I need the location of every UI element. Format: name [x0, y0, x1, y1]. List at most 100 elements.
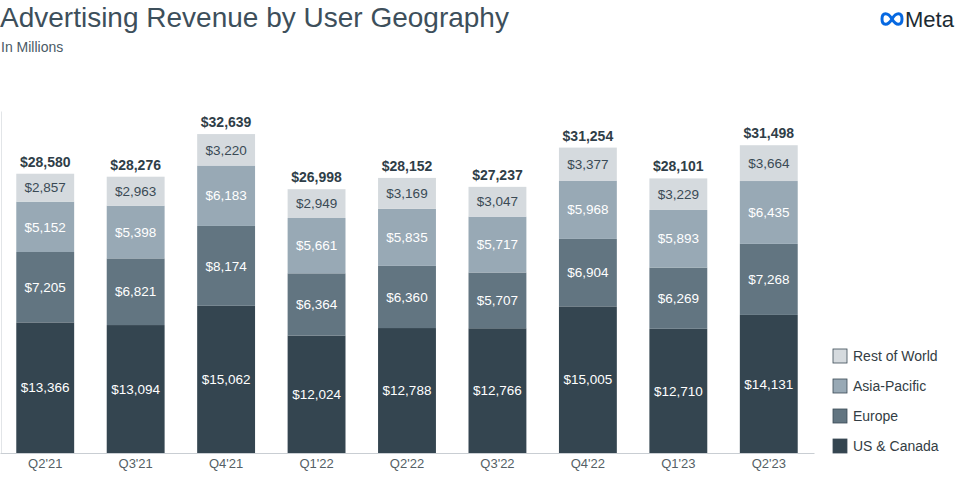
bar-segment: [107, 206, 165, 259]
total-label: $28,276: [110, 157, 161, 173]
data-label: $6,360: [386, 290, 427, 305]
data-label: $5,152: [25, 220, 66, 235]
bar-segment: [559, 148, 617, 181]
x-tick: Q2'21: [28, 453, 62, 471]
total-label: $31,254: [563, 128, 614, 144]
data-label: $5,717: [477, 237, 518, 252]
x-tick-label: Q2'23: [752, 456, 786, 471]
x-axis-line: [1, 453, 815, 454]
legend-swatch: [833, 349, 847, 363]
x-tick: Q2'23: [752, 453, 786, 471]
logo-icon: [882, 14, 902, 25]
data-label: $2,949: [296, 196, 337, 211]
data-label: $7,205: [25, 280, 66, 295]
bar-segment: [378, 266, 436, 328]
legend-swatch: [833, 379, 847, 393]
data-label: $12,710: [654, 384, 703, 399]
total-label: $28,152: [382, 158, 433, 174]
bar-segment: [469, 187, 527, 217]
legend-label: Asia-Pacific: [853, 378, 926, 394]
y-axis-line: [1, 112, 2, 454]
series-3: [16, 134, 797, 218]
bar-segment: [107, 325, 165, 453]
total-label: $26,998: [291, 169, 342, 185]
data-label: $6,183: [205, 188, 246, 203]
legend-swatch: [833, 439, 847, 453]
x-tick-label: Q4'21: [209, 456, 243, 471]
data-label: $13,094: [111, 382, 160, 397]
data-label: $6,435: [748, 205, 789, 220]
y-axis: [1, 112, 2, 454]
data-label: $5,893: [658, 231, 699, 246]
legend-label: Rest of World: [853, 348, 938, 364]
data-label: $5,398: [115, 225, 156, 240]
bar-segment: [740, 145, 798, 181]
x-tick-label: Q2'22: [390, 456, 424, 471]
total-labels: $28,580 $28,276 $32,639 $26,998 $28,152 $27,2…: [20, 114, 794, 185]
data-label: $12,788: [383, 383, 432, 398]
x-tick: Q3'21: [119, 453, 153, 471]
x-tick: Q1'23: [661, 453, 695, 471]
bar-segment: [16, 322, 74, 453]
bar-segment: [559, 306, 617, 453]
bar-segment: [559, 181, 617, 239]
bar-segment: [16, 174, 74, 202]
data-label: $2,857: [25, 180, 66, 195]
series-2: [16, 166, 797, 274]
x-tick-label: Q4'22: [571, 456, 605, 471]
bar-segment: [16, 252, 74, 322]
bar-segment: [559, 239, 617, 306]
data-label: $15,005: [563, 372, 612, 387]
data-label: $5,661: [296, 238, 337, 253]
bar-segment: [740, 181, 798, 244]
bar-segment: [197, 166, 255, 226]
bar-segment: [288, 273, 346, 335]
bar-segment: [378, 328, 436, 453]
legend-label: Europe: [853, 408, 898, 424]
bar-segment: [16, 202, 74, 252]
bar-segment: [288, 336, 346, 453]
bar-segment: [740, 244, 798, 315]
bar-segment: [107, 258, 165, 325]
data-label: $6,904: [567, 265, 609, 280]
data-label: $8,174: [205, 259, 247, 274]
bar-segment: [649, 210, 707, 268]
data-label: $7,268: [748, 272, 789, 287]
bar-segment: [197, 134, 255, 165]
logo: Meta: [882, 7, 955, 32]
data-label: $3,169: [386, 186, 427, 201]
total-label: $27,237: [472, 167, 523, 183]
bar-segment: [378, 209, 436, 266]
data-label: $3,220: [205, 143, 246, 158]
x-tick-label: Q2'21: [28, 456, 62, 471]
bar-segment: [197, 226, 255, 306]
bar-segment: [469, 272, 527, 328]
data-label: $3,664: [748, 156, 790, 171]
data-label: $6,821: [115, 284, 156, 299]
legend: US & Canada Europe Asia-Pacific Rest of Wor…: [833, 348, 939, 454]
x-tick-label: Q3'22: [480, 456, 514, 471]
x-tick: Q3'22: [480, 453, 514, 471]
bar-segment: [649, 178, 707, 210]
total-label: $32,639: [201, 114, 252, 130]
data-label: $6,269: [658, 291, 699, 306]
x-tick-label: Q3'21: [119, 456, 153, 471]
chart: Advertising Revenue by User GeographyIn …: [0, 0, 978, 480]
total-label: $28,101: [653, 158, 704, 174]
bar-segment: [649, 268, 707, 329]
legend-label: US & Canada: [853, 438, 939, 454]
data-label: $13,366: [21, 380, 70, 395]
x-tick: Q1'22: [299, 453, 333, 471]
title: Advertising Revenue by User Geography: [0, 2, 509, 33]
x-tick: Q4'21: [209, 453, 243, 471]
data-label: $3,229: [658, 187, 699, 202]
bar-segment: [649, 329, 707, 453]
data-label: $14,131: [744, 377, 793, 392]
data-label: $5,968: [567, 202, 608, 217]
data-label: $12,766: [473, 383, 522, 398]
total-label: $28,580: [20, 154, 71, 170]
logo-text: Meta: [905, 7, 955, 32]
x-tick: Q4'22: [571, 453, 605, 471]
bars: [16, 134, 797, 453]
legend-swatch: [833, 409, 847, 423]
